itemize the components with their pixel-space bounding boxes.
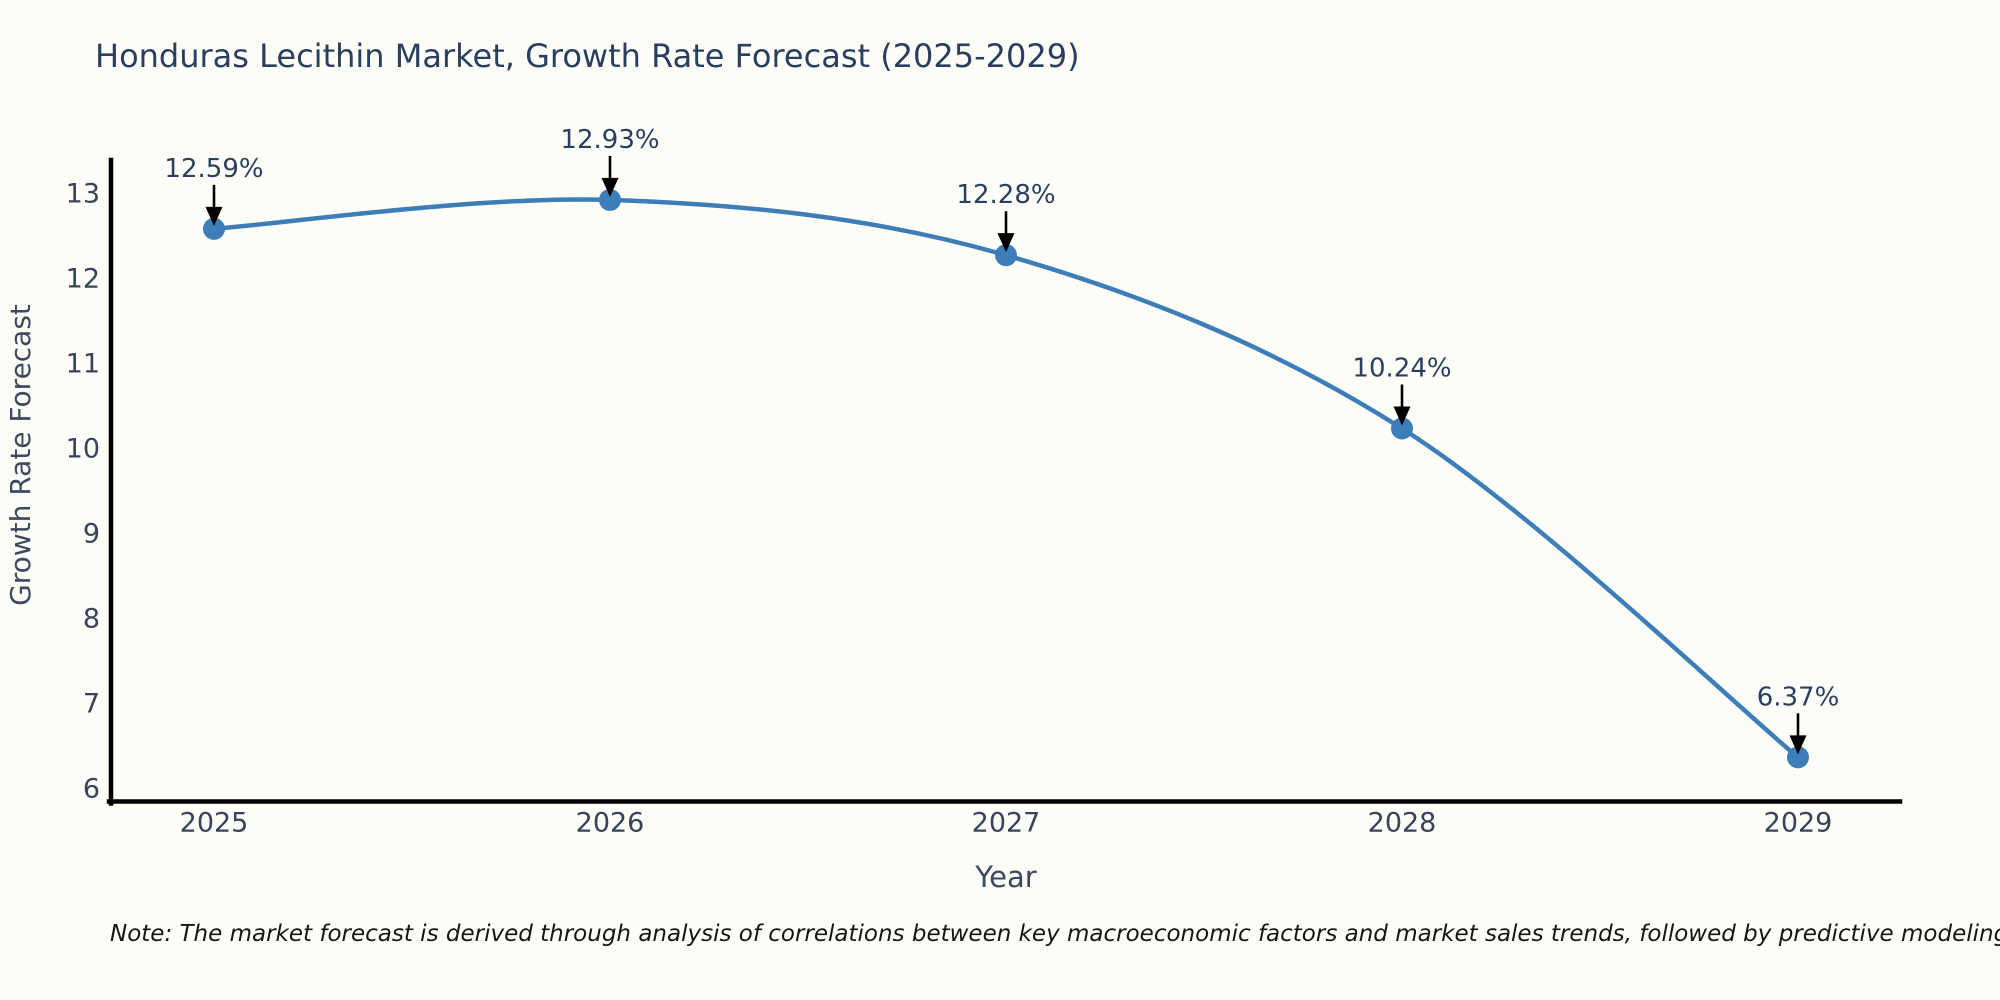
annotation-arrowhead-icon bbox=[997, 233, 1015, 253]
data-point-markers bbox=[203, 188, 1809, 769]
x-tick-label: 2027 bbox=[972, 808, 1041, 839]
data-point-marker bbox=[203, 217, 225, 240]
data-point-label: 12.28% bbox=[956, 180, 1055, 210]
footnote: Note: The market forecast is derived thr… bbox=[110, 921, 2000, 947]
y-tick-label: 11 bbox=[66, 348, 100, 379]
y-tick-label: 8 bbox=[83, 603, 100, 634]
y-axis-title: Growth Rate Forecast bbox=[4, 304, 37, 606]
x-tick-label: 2029 bbox=[1764, 808, 1833, 839]
x-tick-label: 2026 bbox=[576, 808, 645, 839]
data-point-marker bbox=[1391, 417, 1413, 440]
data-point-label: 6.37% bbox=[1757, 682, 1840, 712]
annotation-arrowhead-icon bbox=[205, 206, 223, 226]
data-point-annotations: 12.59% 12.93% 12.28% 10.24% 6.37% bbox=[164, 125, 1840, 755]
data-point-marker bbox=[1787, 746, 1809, 769]
annotation-arrowhead-icon bbox=[1789, 735, 1807, 755]
annotation-arrowhead-icon bbox=[1393, 406, 1411, 426]
annotation-arrowhead-icon bbox=[601, 177, 619, 197]
data-point-label: 12.59% bbox=[164, 154, 263, 184]
data-point-label: 12.93% bbox=[560, 125, 659, 155]
data-point-label: 10.24% bbox=[1352, 353, 1451, 383]
axes: 6 7 8 9 10 11 12 13 2025 2026 2027 2028 2029 bbox=[66, 157, 1903, 839]
x-tick-label: 2025 bbox=[180, 808, 249, 839]
y-tick-label: 12 bbox=[66, 263, 100, 294]
chart-title: Honduras Lecithin Market, Growth Rate Fo… bbox=[95, 37, 1080, 75]
y-tick-label: 6 bbox=[83, 773, 100, 804]
y-tick-label: 9 bbox=[83, 518, 100, 549]
x-axis-title: Year bbox=[974, 860, 1036, 894]
data-point-marker bbox=[995, 244, 1017, 267]
x-tick-label: 2028 bbox=[1368, 808, 1437, 839]
y-tick-label: 13 bbox=[66, 178, 100, 209]
trend-line bbox=[211, 197, 1801, 760]
data-point-marker bbox=[599, 188, 621, 211]
y-tick-label: 10 bbox=[66, 433, 100, 464]
y-tick-label: 7 bbox=[83, 688, 100, 719]
